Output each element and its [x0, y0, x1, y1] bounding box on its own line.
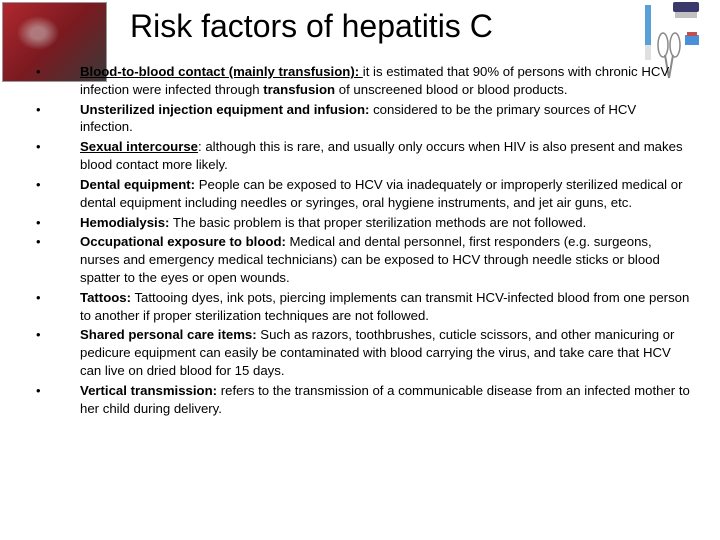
bullet-emph: transfusion — [263, 82, 338, 97]
bullet-lead: Blood-to-blood contact (mainly transfusi… — [80, 64, 363, 79]
bullet-item: Occupational exposure to blood: Medical … — [32, 233, 690, 286]
bullet-lead: Tattoos: — [80, 290, 131, 305]
bullet-lead: Dental equipment: — [80, 177, 195, 192]
bullet-item: Blood-to-blood contact (mainly transfusi… — [32, 63, 690, 99]
bullet-lead: Shared personal care items: — [80, 327, 257, 342]
bullet-lead: Hemodialysis: — [80, 215, 169, 230]
title-area: Risk factors of hepatitis C — [20, 8, 700, 45]
bullet-lead: Sexual intercourse — [80, 139, 198, 154]
slide-title: Risk factors of hepatitis C — [130, 8, 493, 45]
bullet-lead: Vertical transmission: — [80, 383, 217, 398]
bullet-item: Shared personal care items: Such as razo… — [32, 326, 690, 379]
slide-container: Risk factors of hepatitis C Blood-to-blo… — [0, 0, 720, 540]
bullet-item: Dental equipment: People can be exposed … — [32, 176, 690, 212]
bullet-list: Blood-to-blood contact (mainly transfusi… — [20, 63, 700, 417]
bullet-text: Tattooing dyes, ink pots, piercing imple… — [80, 290, 689, 323]
bullet-item: Sexual intercourse: although this is rar… — [32, 138, 690, 174]
bullet-item: Hemodialysis: The basic problem is that … — [32, 214, 690, 232]
bullet-item: Tattoos: Tattooing dyes, ink pots, pierc… — [32, 289, 690, 325]
bullet-lead: Occupational exposure to blood: — [80, 234, 286, 249]
bullet-tail: of unscreened blood or blood products. — [339, 82, 568, 97]
bullet-lead: Unsterilized injection equipment and inf… — [80, 102, 369, 117]
bullet-item: Unsterilized injection equipment and inf… — [32, 101, 690, 137]
bullet-item: Vertical transmission: refers to the tra… — [32, 382, 690, 418]
bullet-text: The basic problem is that proper sterili… — [169, 215, 586, 230]
